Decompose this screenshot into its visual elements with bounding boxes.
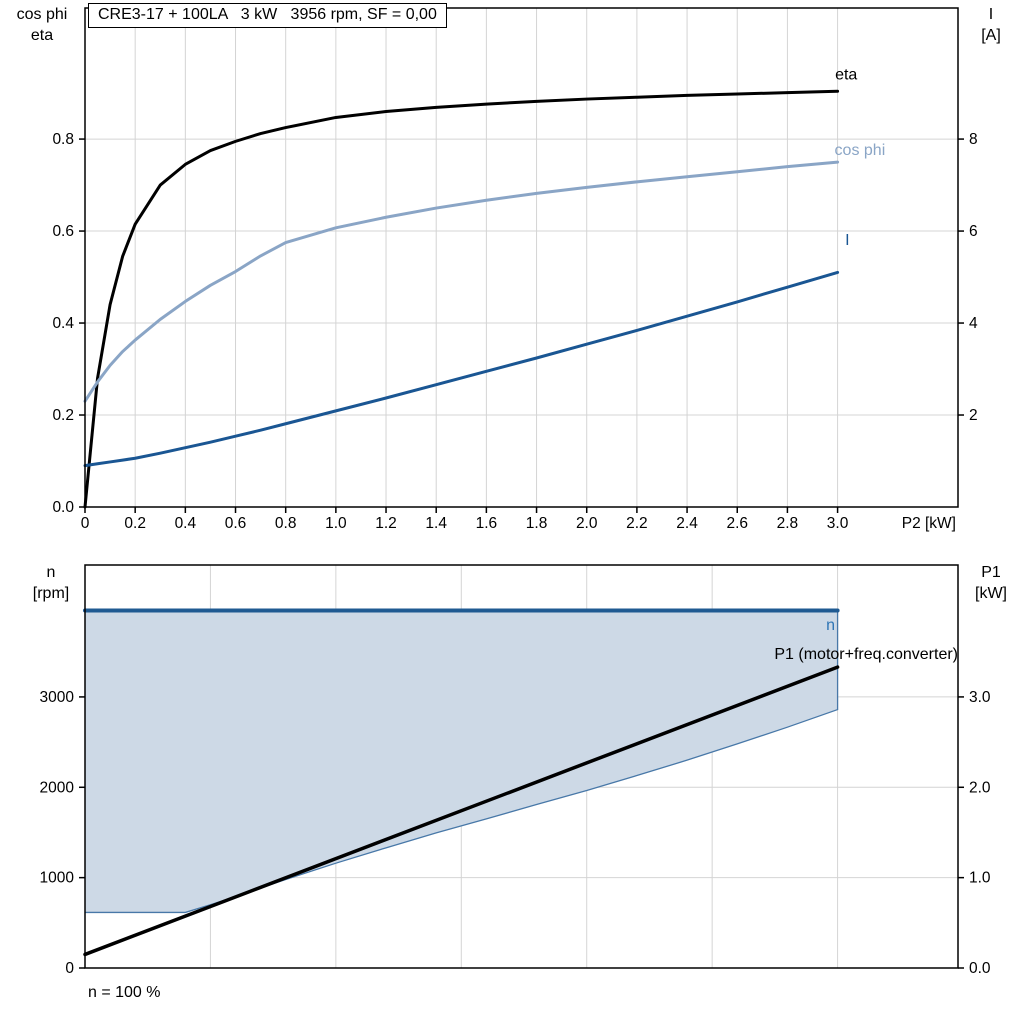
svg-text:2000: 2000 (40, 779, 75, 796)
svg-text:2.0: 2.0 (969, 779, 991, 796)
svg-text:0.2: 0.2 (124, 515, 146, 532)
svg-text:0.8: 0.8 (275, 515, 297, 532)
svg-text:1.0: 1.0 (969, 870, 991, 887)
right-axis-title-line1: I (988, 6, 994, 23)
p1-axis-title-line1: P1 (981, 564, 1001, 581)
bottom-left-axis-title: n [rpm] (14, 562, 88, 604)
svg-text:0.4: 0.4 (52, 315, 74, 332)
svg-text:2.8: 2.8 (777, 515, 799, 532)
svg-text:cos phi: cos phi (835, 142, 886, 159)
svg-text:n: n (826, 617, 835, 634)
svg-text:4: 4 (969, 315, 978, 332)
svg-text:1000: 1000 (40, 870, 75, 887)
svg-text:0: 0 (81, 515, 90, 532)
left-axis-title-line2: eta (30, 27, 54, 44)
speed-caption: n = 100 % (88, 984, 161, 1001)
svg-text:I: I (845, 232, 849, 249)
svg-text:2.4: 2.4 (676, 515, 698, 532)
svg-text:1.8: 1.8 (526, 515, 548, 532)
svg-text:2.2: 2.2 (626, 515, 648, 532)
svg-text:6: 6 (969, 223, 978, 240)
n-axis-title-line1: n (46, 564, 56, 581)
n-axis-title-line2: [rpm] (32, 585, 70, 602)
svg-text:1.6: 1.6 (476, 515, 498, 532)
svg-text:P2 [kW]: P2 [kW] (902, 515, 956, 532)
svg-text:1.0: 1.0 (325, 515, 347, 532)
top-right-axis-title: I [A] (962, 4, 1020, 46)
svg-text:0.6: 0.6 (52, 223, 74, 240)
svg-text:0.0: 0.0 (969, 960, 991, 977)
right-axis-title-line2: [A] (981, 27, 1001, 44)
svg-text:0.4: 0.4 (175, 515, 197, 532)
svg-text:3.0: 3.0 (969, 689, 991, 706)
svg-text:2.6: 2.6 (726, 515, 748, 532)
left-axis-title-line1: cos phi (16, 6, 68, 23)
bottom-right-axis-title: P1 [kW] (962, 562, 1020, 604)
svg-text:2: 2 (969, 407, 978, 424)
svg-text:1.2: 1.2 (375, 515, 397, 532)
chart-title: CRE3-17 + 100LA 3 kW 3956 rpm, SF = 0,00 (88, 3, 447, 28)
svg-text:0.2: 0.2 (52, 407, 74, 424)
svg-text:2.0: 2.0 (576, 515, 598, 532)
svg-text:0.0: 0.0 (52, 499, 74, 516)
top-left-axis-title: cos phi eta (4, 4, 80, 46)
svg-text:3000: 3000 (40, 689, 75, 706)
p1-axis-title-line2: [kW] (975, 585, 1007, 602)
svg-text:P1 (motor+freq.converter): P1 (motor+freq.converter) (774, 646, 958, 663)
svg-text:0.6: 0.6 (225, 515, 247, 532)
svg-text:1.4: 1.4 (425, 515, 447, 532)
svg-text:8: 8 (969, 131, 978, 148)
svg-text:0: 0 (65, 960, 74, 977)
svg-text:eta: eta (835, 66, 857, 83)
svg-text:3.0: 3.0 (827, 515, 849, 532)
svg-text:0.8: 0.8 (52, 131, 74, 148)
